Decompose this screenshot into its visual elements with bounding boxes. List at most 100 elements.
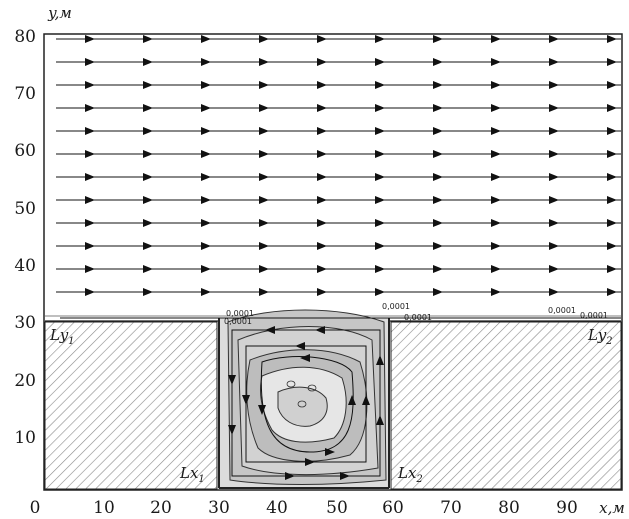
x-tick-labels: 0 10 20 30 40 50 60 70 80 90 x,м [30,498,625,518]
flow-arrow [607,265,617,273]
y-tick-label: 80 [14,27,36,47]
flow-arrow [317,173,327,181]
vortex-arrow [305,458,315,466]
flow-arrow [491,81,501,89]
flow-arrow [201,81,211,89]
flow-arrow [317,81,327,89]
flow-arrow [607,288,617,296]
flow-arrow [375,81,385,89]
flow-arrow [607,219,617,227]
x-tick-label: 60 [382,498,404,518]
flow-arrow [259,196,269,204]
vortex-arrow [295,342,305,350]
flow-arrow [201,58,211,66]
vortex-arrow [340,472,350,480]
flow-arrow [549,242,559,250]
flow-arrow [85,219,95,227]
contour-label: 0,0001 [226,309,254,318]
flow-arrow [491,173,501,181]
flow-arrow [85,265,95,273]
flow-arrow [607,81,617,89]
flow-arrow [549,219,559,227]
x-tick-label: 40 [266,498,288,518]
flow-arrow [433,219,443,227]
flow-arrow [375,173,385,181]
flow-arrow [317,127,327,135]
flow-arrow [259,265,269,273]
cavity-right-label: Lx2 [397,464,423,485]
flow-arrow [143,173,153,181]
y-tick-label: 60 [14,141,36,161]
vortex-streamline [245,345,367,463]
flow-arrow [259,242,269,250]
flow-arrow [607,127,617,135]
y-axis-name: y,м [47,4,72,22]
contour-core-3 [297,400,307,408]
flow-arrow [85,196,95,204]
y-tick-label: 50 [14,199,36,219]
flow-arrow [607,58,617,66]
flow-arrow [549,81,559,89]
flow-arrow [607,104,617,112]
y-tick-labels: 10 20 30 40 50 60 70 80 y,м [14,4,71,448]
flow-arrow [375,219,385,227]
flow-arrow [491,288,501,296]
flow-arrow [201,219,211,227]
flow-arrow [433,58,443,66]
flow-arrow [375,127,385,135]
vortex-streamline [260,356,354,453]
flow-arrow [201,173,211,181]
flow-arrow [201,104,211,112]
vortex-arrow [362,395,370,405]
flow-arrow [491,104,501,112]
flow-arrow [317,150,327,158]
y-tick-label: 30 [14,313,36,333]
y-tick-label: 20 [14,371,36,391]
vortex-arrow [315,326,325,334]
flow-arrow [607,173,617,181]
flow-arrow [491,58,501,66]
flow-arrow [549,196,559,204]
flow-arrow [259,104,269,112]
flow-arrow [259,288,269,296]
flow-arrow [607,35,617,43]
x-tick-label: 80 [498,498,520,518]
flow-arrow [259,81,269,89]
flow-arrow [201,35,211,43]
flow-arrow [259,58,269,66]
vortex-arrow [228,425,236,435]
vortex-arrow [285,472,295,480]
flow-arrow [85,173,95,181]
cavity-left-label: Lx1 [179,464,205,485]
flow-arrow [143,35,153,43]
flow-arrow [259,127,269,135]
vortex-arrow [325,448,335,456]
flow-arrow [491,219,501,227]
contour-label: 0,0001 [548,306,576,315]
flow-arrow [375,242,385,250]
x-tick-label: 20 [150,498,172,518]
x-tick-label: 10 [93,498,115,518]
flow-arrow [317,288,327,296]
flow-arrow [85,127,95,135]
flow-arrow [491,35,501,43]
flow-arrow [375,196,385,204]
flow-arrow [259,150,269,158]
flow-arrow [491,150,501,158]
flow-arrow [433,173,443,181]
flow-arrow [433,81,443,89]
flow-arrow [143,219,153,227]
flow-arrow [201,242,211,250]
flow-arrow [201,127,211,135]
flow-arrow [375,288,385,296]
contour-label: 0,0001 [580,311,608,320]
flow-arrow [85,58,95,66]
flow-arrow [143,127,153,135]
flow-arrow [317,104,327,112]
vortex-arrow [300,354,310,362]
flow-arrow [433,196,443,204]
y-tick-label: 40 [14,256,36,276]
x-tick-label: 30 [208,498,230,518]
flow-arrow [317,35,327,43]
